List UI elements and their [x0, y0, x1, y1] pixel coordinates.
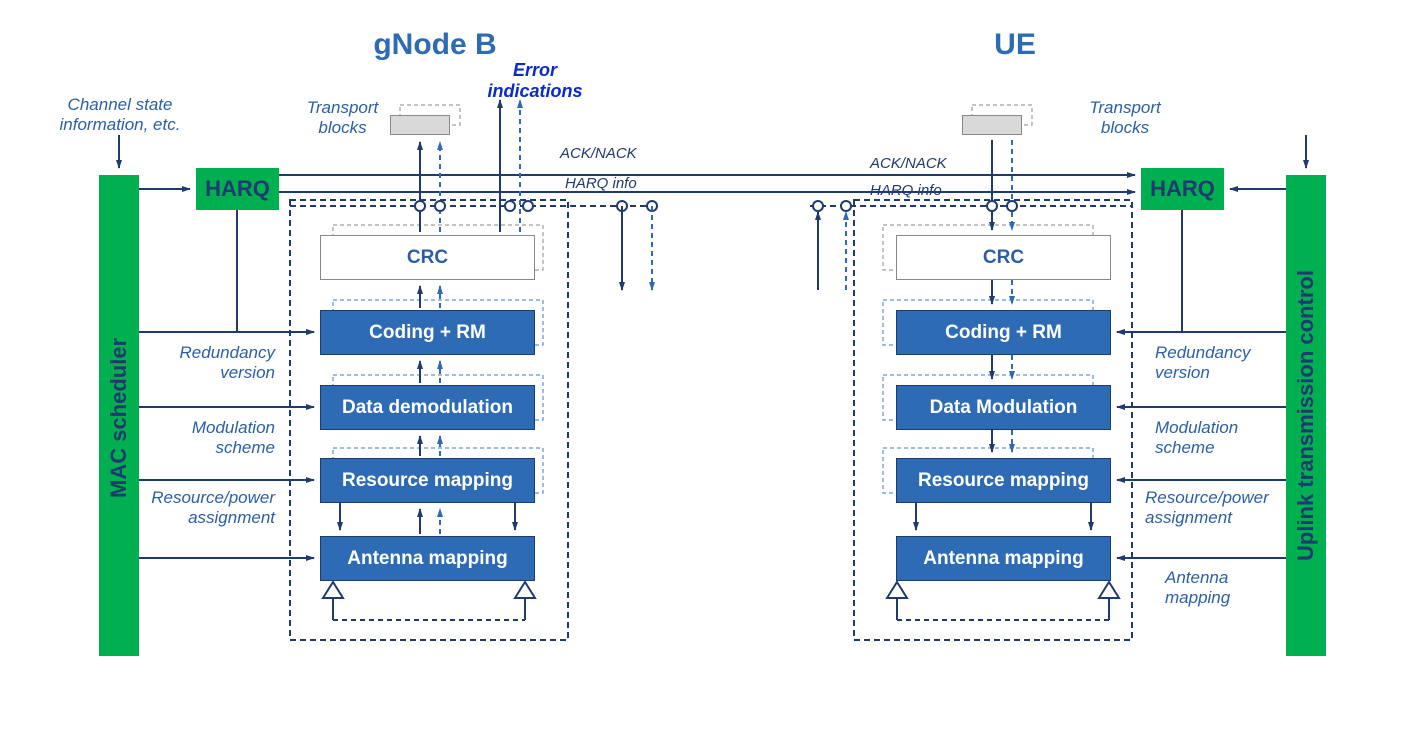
gnb-crc: CRC — [320, 235, 535, 280]
mac-scheduler-bar: MAC scheduler — [99, 175, 139, 656]
redundancy-ue: Redundancy version — [1155, 343, 1285, 383]
harq-ue: HARQ — [1141, 168, 1224, 210]
harqinfo-gnb: HARQ info — [565, 175, 637, 192]
gnb-demod: Data demodulation — [320, 385, 535, 430]
ue-crc: CRC — [896, 235, 1111, 280]
modscheme-ue: Modulation scheme — [1155, 418, 1285, 458]
gnb-antmap: Antenna mapping — [320, 536, 535, 581]
tb-ue — [962, 115, 1022, 135]
modscheme-gnb: Modulation scheme — [155, 418, 275, 458]
ue-resmap: Resource mapping — [896, 458, 1111, 503]
ue-title: UE — [975, 28, 1055, 62]
ue-antmap: Antenna mapping — [896, 536, 1111, 581]
acknack-ue: ACK/NACK — [870, 155, 947, 172]
harq-gnb: HARQ — [196, 168, 279, 210]
tb-label-ue: Transport blocks — [1080, 98, 1170, 138]
mac-scheduler-label: MAC scheduler — [106, 338, 132, 498]
respower-gnb: Resource/power assignment — [135, 488, 275, 528]
err-label: Error indications — [480, 60, 590, 102]
csi-label: Channel state information, etc. — [40, 95, 200, 135]
harqinfo-ue: HARQ info — [870, 182, 942, 199]
gnb-title: gNode B — [360, 28, 510, 62]
uplink-control-label: Uplink transmission control — [1293, 271, 1319, 561]
gnb-coding: Coding + RM — [320, 310, 535, 355]
redundancy-gnb: Redundancy version — [155, 343, 275, 383]
respower-ue: Resource/power assignment — [1145, 488, 1285, 528]
tb-gnb — [390, 115, 450, 135]
acknack-gnb: ACK/NACK — [560, 145, 637, 162]
ue-coding: Coding + RM — [896, 310, 1111, 355]
uplink-control-bar: Uplink transmission control — [1286, 175, 1326, 656]
tb-label-gnb: Transport blocks — [300, 98, 385, 138]
antmap-ue: Antenna mapping — [1165, 568, 1285, 608]
ue-mod: Data Modulation — [896, 385, 1111, 430]
gnb-resmap: Resource mapping — [320, 458, 535, 503]
